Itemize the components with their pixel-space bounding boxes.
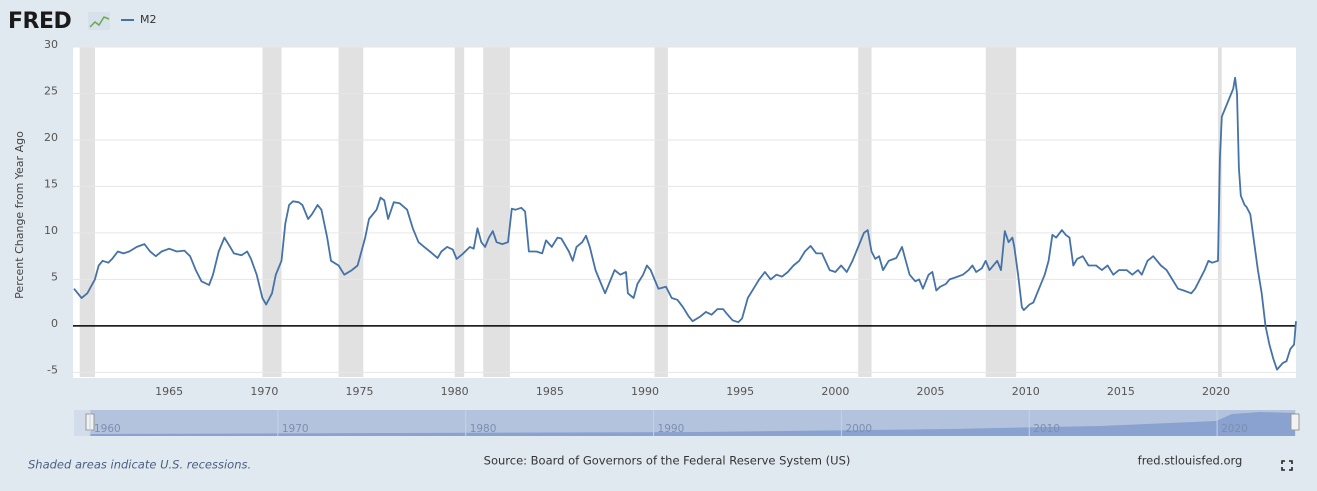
x-tick-label: 1965 [155,385,183,398]
y-tick-label: 25 [44,84,58,97]
y-tick-label: 10 [44,224,58,237]
x-tick-label: 2015 [1107,385,1135,398]
y-tick-label: -5 [47,363,58,376]
x-tick-label: 2005 [917,385,945,398]
x-tick-label: 1980 [441,385,469,398]
recession-band [654,47,668,377]
navigator-area [90,412,1295,436]
source: Source: Board of Governors of the Federa… [484,454,851,468]
x-tick-label: 1970 [250,385,278,398]
y-tick-label: 0 [51,317,58,330]
y-tick-label: 15 [44,177,58,190]
plot [73,76,1297,371]
x-tick-label: 2020 [1202,385,1230,398]
legend-label: M2 [140,13,157,26]
navigator-tick-label: 2020 [1221,423,1248,435]
navigator-tick-label: 1990 [658,423,685,435]
y-tick-label: 30 [44,38,58,51]
recession-band [858,47,872,377]
y-tick-label: 20 [44,131,58,144]
recession-band [454,47,465,377]
recessions [79,47,1222,377]
x-tick-label: 1985 [536,385,564,398]
navigator-tick-label: 1970 [282,423,309,435]
source-url[interactable]: fred.stlouisfed.org [1138,454,1243,468]
recession-band [483,47,510,377]
navigator-tick-label: 2010 [1033,423,1060,435]
recession-band [262,47,282,377]
y-tick-label: 5 [51,270,58,283]
legend[interactable]: M2 [121,13,157,26]
grid [73,46,1296,373]
series-line [73,76,1297,371]
logo: FRED [8,9,71,34]
recession-note: Shaded areas indicate U.S. recessions. [28,458,251,472]
recession-band [985,47,1017,377]
plot-area [73,47,1296,378]
navigator-handle[interactable] [1290,413,1300,431]
x-tick-label: 1975 [346,385,374,398]
x-tick-label: 1995 [726,385,754,398]
navigator[interactable] [74,410,1300,436]
navigator-tick-label: 1960 [94,423,121,435]
y-axis-label: Percent Change from Year Ago [13,131,26,299]
fullscreen-icon[interactable] [1281,460,1293,471]
recession-band [338,47,364,377]
x-tick-label: 1990 [631,385,659,398]
navigator-tick-label: 2000 [845,423,872,435]
navigator-ticks: 1960 1970 1980 1990 2000 2010 2020 [89,410,1248,436]
logo-icon [88,12,110,30]
navigator-tick-label: 1980 [470,423,497,435]
x-tick-label: 2010 [1012,385,1040,398]
x-tick-label: 2000 [821,385,849,398]
recession-band [1217,47,1222,377]
recession-band [79,47,95,377]
